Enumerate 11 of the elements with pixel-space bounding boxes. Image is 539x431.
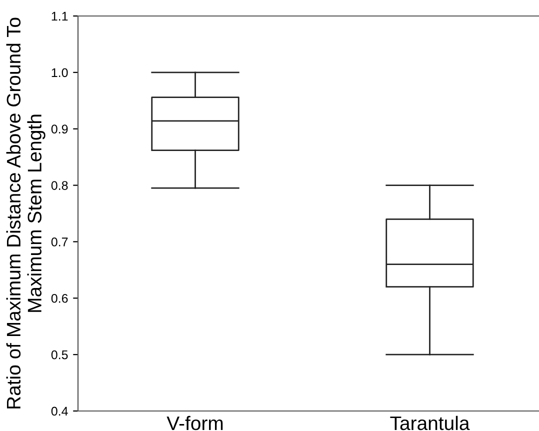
y-tick-label: 0.5: [51, 350, 68, 360]
y-tick-label: 0.9: [51, 124, 68, 134]
y-tick-label: 1.0: [52, 68, 68, 78]
y-tick-label: 0.7: [51, 238, 68, 246]
y-axis-title: Ratio of Maximum Distance Above Ground To Maximum Stem Length: [6, 18, 46, 408]
y-tick-label: 0.8: [51, 181, 68, 190]
y-tick-label: 1.1: [52, 12, 68, 21]
y-tick-label: 0.4: [51, 406, 68, 416]
y-tick-label: 0.6: [51, 294, 68, 303]
x-tick-label: V-form: [166, 416, 223, 430]
x-tick-label: Tarantula: [390, 416, 470, 430]
